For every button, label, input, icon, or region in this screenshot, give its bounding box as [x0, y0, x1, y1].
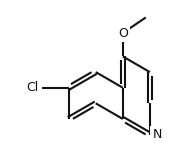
- Text: O: O: [118, 27, 128, 40]
- Text: Cl: Cl: [26, 81, 39, 94]
- Text: N: N: [153, 128, 162, 141]
